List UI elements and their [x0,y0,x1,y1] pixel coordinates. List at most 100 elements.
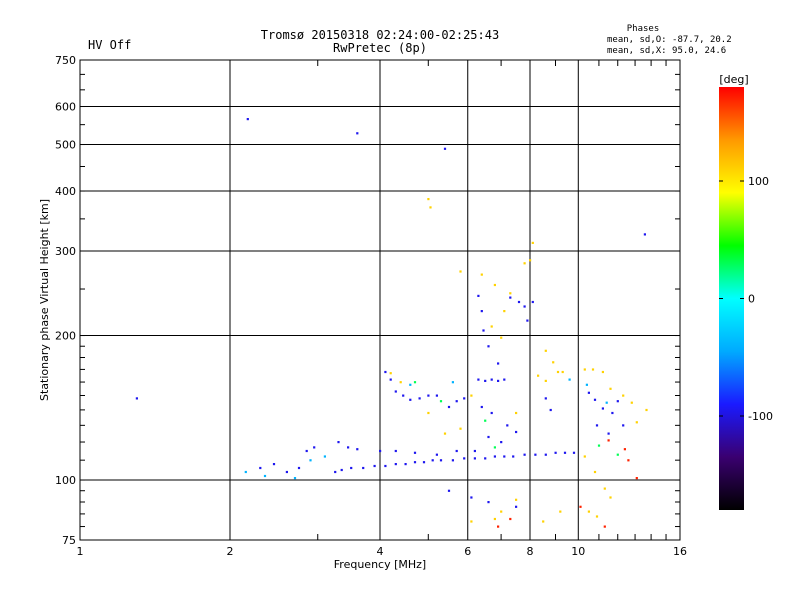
data-point [503,378,506,381]
y-axis-label: Stationary phase Virtual Height [km] [38,199,51,401]
data-point [591,368,595,371]
phase-x-stats: mean, sd,X: 95.0, 24.6 [607,46,726,56]
data-point [583,455,586,458]
hv-status: HV Off [88,38,131,52]
data-point [611,411,614,415]
data-point [379,449,382,453]
data-point [413,451,417,454]
data-point [616,453,619,456]
data-point [373,464,376,468]
data-point [313,446,316,449]
data-point [484,419,487,422]
data-point [470,496,473,499]
data-point [389,378,392,381]
data-point [587,510,590,513]
data-point [531,300,534,304]
data-point [490,325,493,328]
y-tick-label: 100 [55,474,76,487]
data-point [418,397,421,400]
data-point [487,345,490,348]
data-point [497,362,500,365]
y-tick-label: 300 [55,245,76,258]
data-point [635,421,638,424]
data-point [443,147,447,150]
data-point [272,463,276,466]
data-point [246,118,249,121]
plot-frame [79,59,681,541]
data-point [350,466,353,470]
data-point [627,459,630,462]
data-point [244,470,247,474]
data-point [384,370,387,374]
data-point [497,379,500,382]
data-point [394,390,397,393]
data-point [409,398,412,401]
data-point [526,319,529,322]
data-point [622,394,625,397]
data-point [493,517,496,521]
x-axis-label: Frequency [MHz] [334,558,426,571]
data-point [463,457,466,460]
y-tick-label: 500 [55,139,76,152]
data-point [404,463,407,466]
colorbar-tick-label: 0 [748,293,755,306]
data-point [435,453,438,456]
data-point [593,398,597,401]
data-point [572,451,576,454]
data-point [531,241,534,244]
data-point [601,370,604,374]
data-point [480,310,483,313]
data-point [523,453,526,456]
data-point [601,407,604,410]
colorbar-tick-label: -100 [748,410,773,423]
data-point [493,446,496,449]
data-point [384,464,387,468]
data-point [362,466,365,470]
data-point [517,300,521,304]
data-point [603,487,606,490]
data-point [389,372,392,375]
data-point [409,383,412,386]
data-point [645,408,648,412]
data-point [470,394,473,397]
data-point [563,451,567,454]
data-point [455,449,458,453]
data-point [583,368,586,371]
y-tick-label: 400 [55,185,76,198]
data-point [549,408,552,412]
colorbar-tick-label: 100 [748,175,769,188]
data-point [439,400,443,403]
data-point [340,468,343,472]
x-tick-label: 10 [571,545,585,558]
phase-title: Phases [627,24,660,34]
data-point [480,405,483,409]
data-point [534,453,537,456]
data-point [643,233,646,236]
data-point [529,259,532,262]
data-point [579,505,582,508]
data-point [593,470,597,474]
data-point [487,435,490,439]
data-point [609,496,612,499]
data-point [515,430,518,434]
data-point [568,378,571,381]
colorbar [719,87,744,510]
data-point [493,283,496,287]
data-point [609,387,612,390]
x-tick-label: 6 [464,545,471,558]
data-point [451,381,454,384]
data-point [356,132,359,135]
data-point [500,441,503,444]
data-point [607,439,610,442]
phase-o-stats: mean, sd,O: -87.7, 20.2 [607,35,732,45]
data-point [509,296,512,299]
data-point [439,459,443,462]
data-point [259,466,262,470]
y-tick-label: 200 [55,330,76,343]
data-point [630,401,633,404]
x-tick-label: 1 [77,545,84,558]
data-point [500,510,503,513]
data-point [435,394,438,397]
data-point [482,329,485,332]
